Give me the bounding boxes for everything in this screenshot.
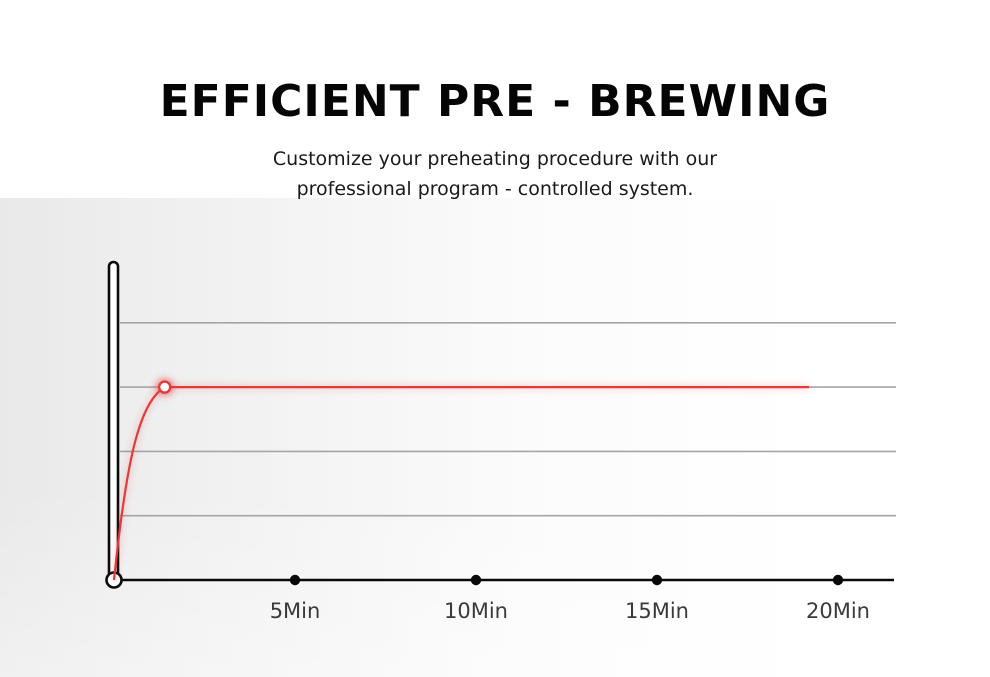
series-line-glow-0: [112, 385, 810, 581]
x-tick-dot-2: [470, 574, 482, 586]
x-tick-label-4: 20Min: [806, 599, 870, 623]
axis-layer: [105, 260, 894, 589]
y-axis: [107, 260, 120, 582]
page-subtitle: Customize your preheating procedure with…: [0, 144, 990, 204]
highlight-point: [157, 380, 172, 394]
series-layer: [112, 378, 810, 581]
x-tick-dot-1: [289, 574, 301, 586]
x-tick-label-3: 15Min: [625, 599, 689, 623]
x-tick-label-2: 10Min: [444, 599, 508, 623]
tick-layer: 5Min 10Min 15Min 20Min: [270, 574, 870, 623]
x-tick-label-1: 5Min: [270, 599, 321, 623]
subtitle-line-2: professional program - controlled system…: [296, 178, 694, 200]
x-tick-dot-3: [651, 574, 663, 586]
series-line-0: [112, 386, 810, 581]
page-title: EFFICIENT PRE - BREWING: [159, 76, 831, 127]
chart-backdrop: [0, 198, 990, 677]
grid-layer: [120, 321, 896, 517]
subtitle-line-1: Customize your preheating procedure with…: [272, 148, 718, 170]
x-tick-dot-4: [832, 574, 844, 586]
